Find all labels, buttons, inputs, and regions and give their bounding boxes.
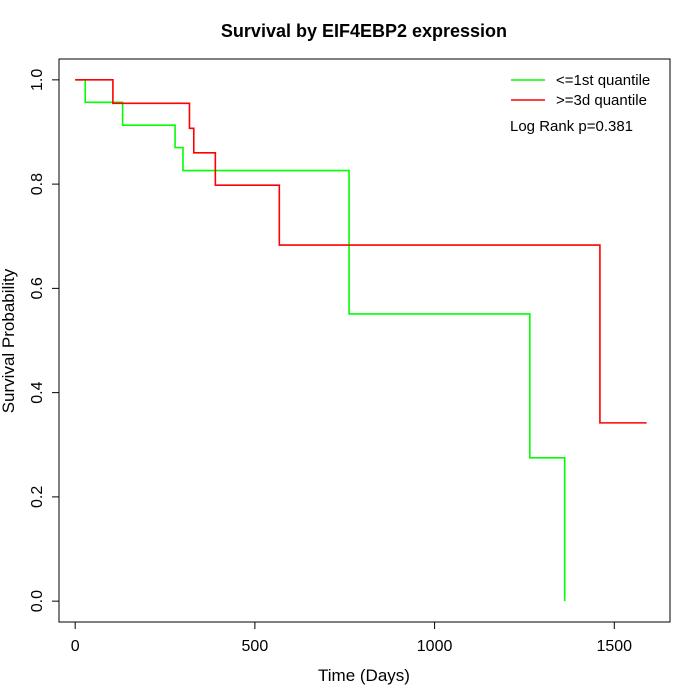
x-axis: 0 500 1000 1500 <box>71 621 632 655</box>
series-line-2 <box>75 79 647 424</box>
series-line-1 <box>75 79 566 602</box>
chart-title: Survival by EIF4EBP2 expression <box>221 21 507 41</box>
legend: <=1st quantile >=3d quantile <box>511 72 650 109</box>
legend-label-1: <=1st quantile <box>556 72 650 89</box>
y-tick-label: 0.2 <box>29 486 46 508</box>
plot-frame <box>58 58 671 623</box>
x-tick-label: 500 <box>242 638 269 655</box>
x-axis-label: Time (Days) <box>318 666 410 685</box>
log-rank-annotation: Log Rank p=0.381 <box>510 118 633 135</box>
y-tick-label: 0.6 <box>29 277 46 299</box>
x-tick-label: 1500 <box>596 638 632 655</box>
x-tick-label: 1000 <box>417 638 453 655</box>
y-tick-label: 0.0 <box>29 590 46 612</box>
y-axis: 0.0 0.2 0.4 0.6 0.8 1.0 <box>29 69 60 612</box>
y-axis-label: Survival Probability <box>0 268 18 413</box>
y-tick-label: 0.4 <box>29 381 46 403</box>
x-tick-label: 0 <box>71 638 80 655</box>
series-layer <box>75 79 647 602</box>
y-tick-label: 1.0 <box>29 69 46 91</box>
legend-label-2: >=3d quantile <box>556 92 647 109</box>
y-tick-label: 0.8 <box>29 173 46 195</box>
